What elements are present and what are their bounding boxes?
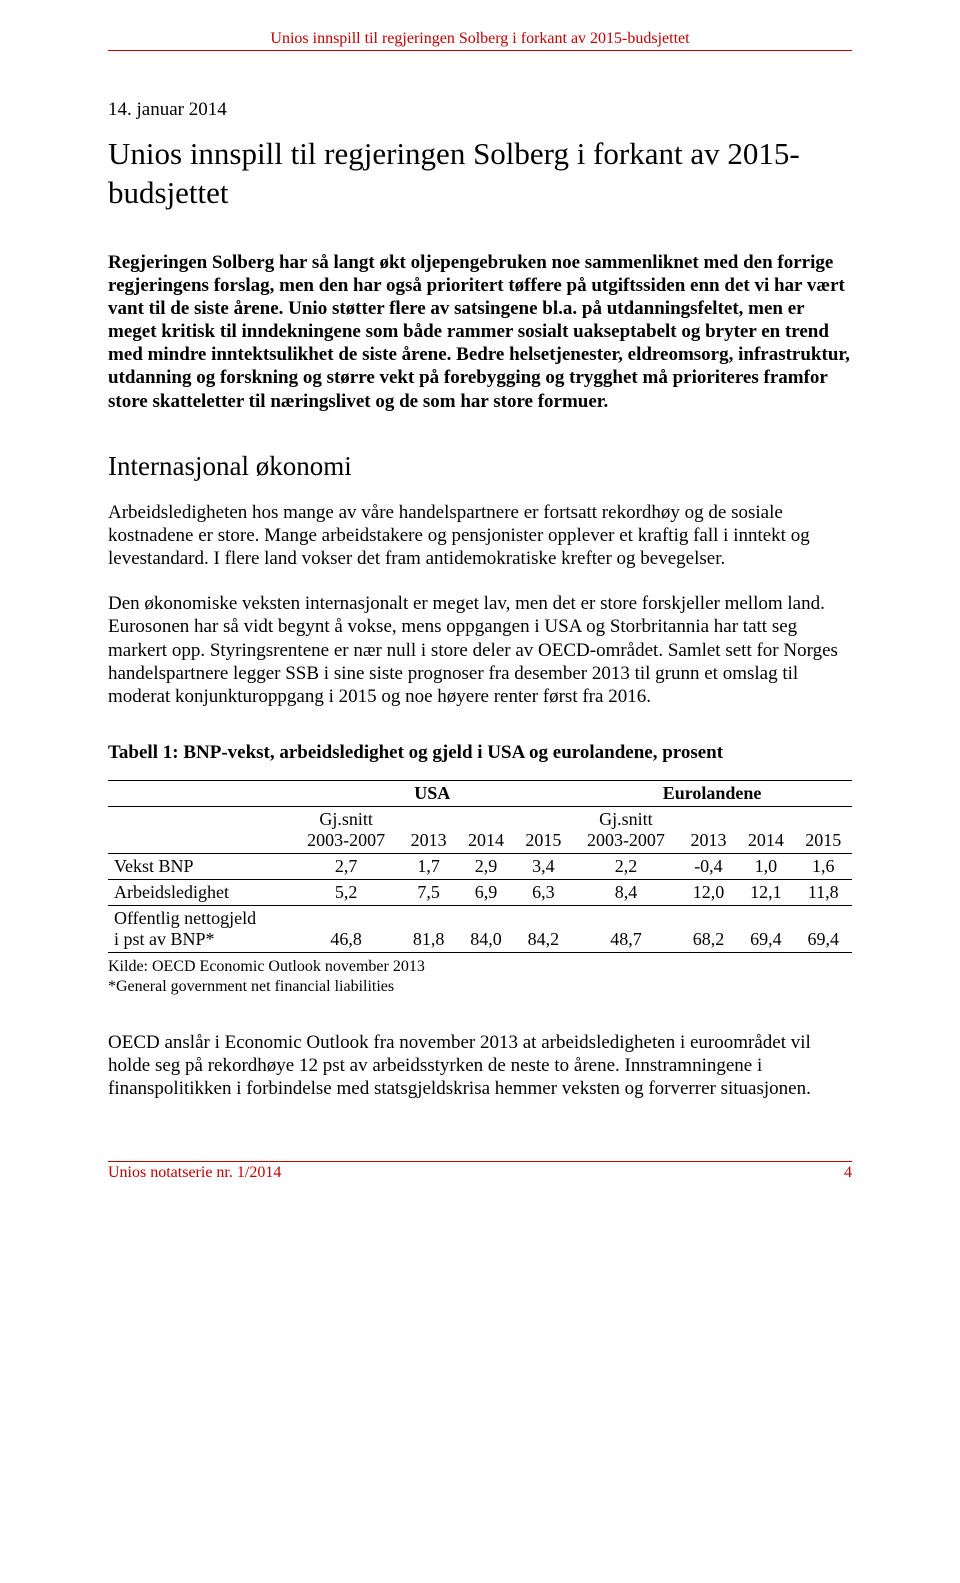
table-header-euro-gjsnitt: Gj.snitt 2003-2007	[572, 807, 680, 854]
row-label-line1: Offentlig nettogjeld	[114, 908, 256, 928]
cell: 2,9	[457, 854, 514, 880]
lead-paragraph: Regjeringen Solberg har så langt økt olj…	[108, 251, 852, 413]
cell: 11,8	[795, 880, 852, 906]
cell: 1,6	[795, 854, 852, 880]
gjsnitt-period: 2003-2007	[307, 830, 385, 850]
date-line: 14. januar 2014	[108, 99, 852, 121]
row-label: Vekst BNP	[108, 854, 292, 880]
cell: 2,7	[292, 854, 400, 880]
document-title: Unios innspill til regjeringen Solberg i…	[108, 135, 852, 213]
cell: 46,8	[292, 906, 400, 953]
table-row: Offentlig nettogjeld i pst av BNP* 46,8 …	[108, 906, 852, 953]
table-header-euro-2013: 2013	[680, 807, 737, 854]
cell: 12,0	[680, 880, 737, 906]
cell: 12,1	[737, 880, 794, 906]
gjsnitt-period-2: 2003-2007	[587, 830, 665, 850]
cell: 6,9	[457, 880, 514, 906]
row-label-multiline: Offentlig nettogjeld i pst av BNP*	[108, 906, 292, 953]
cell: 68,2	[680, 906, 737, 953]
row-label-line2: i pst av BNP*	[114, 929, 215, 949]
page-footer: Unios notatserie nr. 1/2014 4	[108, 1161, 852, 1182]
table-title: Tabell 1: BNP-vekst, arbeidsledighet og …	[108, 742, 852, 764]
table-group-usa: USA	[292, 781, 572, 807]
table-header-usa-gjsnitt: Gj.snitt 2003-2007	[292, 807, 400, 854]
table-header-usa-2014: 2014	[457, 807, 514, 854]
page-container: Unios innspill til regjeringen Solberg i…	[0, 0, 960, 1212]
section-heading-economy: Internasjonal økonomi	[108, 451, 852, 482]
footer-page-number: 4	[844, 1164, 852, 1182]
cell: 3,4	[515, 854, 572, 880]
cell: 84,2	[515, 906, 572, 953]
cell: 69,4	[737, 906, 794, 953]
cell: 5,2	[292, 880, 400, 906]
cell: 2,2	[572, 854, 680, 880]
table-group-header-row: USA Eurolandene	[108, 781, 852, 807]
cell: 69,4	[795, 906, 852, 953]
cell: 48,7	[572, 906, 680, 953]
table-row: Vekst BNP 2,7 1,7 2,9 3,4 2,2 -0,4 1,0 1…	[108, 854, 852, 880]
body-paragraph-2: Den økonomiske veksten internasjonalt er…	[108, 592, 852, 708]
footer-series: Unios notatserie nr. 1/2014	[108, 1164, 281, 1182]
cell: 84,0	[457, 906, 514, 953]
table-group-euro: Eurolandene	[572, 781, 852, 807]
cell: 7,5	[400, 880, 457, 906]
cell: 1,0	[737, 854, 794, 880]
closing-paragraph: OECD anslår i Economic Outlook fra novem…	[108, 1031, 852, 1101]
table-corner-cell	[108, 781, 292, 807]
data-table: USA Eurolandene Gj.snitt 2003-2007 2013 …	[108, 780, 852, 953]
cell: 8,4	[572, 880, 680, 906]
table-header-euro-2014: 2014	[737, 807, 794, 854]
gjsnitt-label: Gj.snitt	[319, 809, 373, 829]
table-col-header-row: Gj.snitt 2003-2007 2013 2014 2015 Gj.sni…	[108, 807, 852, 854]
cell: -0,4	[680, 854, 737, 880]
running-header: Unios innspill til regjeringen Solberg i…	[108, 30, 852, 51]
table-header-usa-2013: 2013	[400, 807, 457, 854]
body-paragraph-1: Arbeidsledigheten hos mange av våre hand…	[108, 501, 852, 571]
row-label: Arbeidsledighet	[108, 880, 292, 906]
table-source: Kilde: OECD Economic Outlook november 20…	[108, 957, 852, 997]
table-row: Arbeidsledighet 5,2 7,5 6,9 6,3 8,4 12,0…	[108, 880, 852, 906]
cell: 6,3	[515, 880, 572, 906]
table-header-usa-2015: 2015	[515, 807, 572, 854]
table-source-line2: *General government net financial liabil…	[108, 978, 394, 995]
cell: 1,7	[400, 854, 457, 880]
table-source-line1: Kilde: OECD Economic Outlook november 20…	[108, 958, 425, 975]
table-header-empty	[108, 807, 292, 854]
table-header-euro-2015: 2015	[795, 807, 852, 854]
gjsnitt-label-2: Gj.snitt	[599, 809, 653, 829]
cell: 81,8	[400, 906, 457, 953]
